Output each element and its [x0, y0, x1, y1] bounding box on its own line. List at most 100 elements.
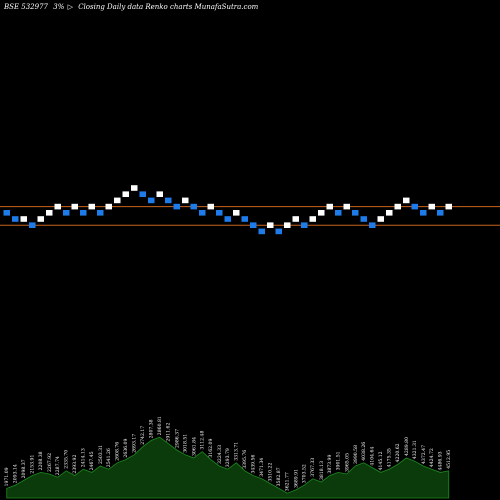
renko-brick-up [428, 203, 435, 210]
renko-brick-up [207, 203, 214, 210]
volume-label: 3313.71 [234, 442, 240, 461]
renko-brick-up [377, 216, 384, 222]
renko-brick-down [437, 210, 444, 216]
volume-label: 4289.80 [404, 437, 410, 456]
volume-area-path [6, 436, 450, 499]
volume-label: 2093.14 [13, 464, 19, 483]
volume-label: 2608.76 [115, 442, 121, 461]
volume-label: 2467.45 [89, 451, 95, 470]
volume-area [6, 436, 450, 499]
volume-label: 2267.92 [47, 453, 53, 472]
change-label: 3% [53, 3, 64, 11]
volume-label: 4175.35 [387, 448, 393, 467]
renko-brick-up [394, 203, 401, 210]
renko-brick-up [54, 203, 61, 210]
volume-label: 3621.77 [285, 472, 291, 491]
volume-label: 2393.92 [72, 455, 78, 474]
volume-label: 2153.91 [30, 455, 36, 474]
renko-brick-up [318, 210, 325, 216]
volume-label: 3965.05 [344, 453, 350, 472]
renko-brick-down [139, 191, 146, 197]
renko-brick-up [182, 197, 189, 204]
renko-brick-down [3, 210, 10, 216]
renko-brick-down [29, 222, 36, 228]
volume-label: 4372.47 [421, 445, 427, 464]
volume-label: 3582.87 [276, 467, 282, 486]
volume-label: 2986.37 [174, 429, 180, 448]
volume-label: 3767.33 [310, 458, 316, 477]
renko-brick-down [335, 210, 342, 216]
volume-label: 2860.81 [157, 416, 163, 435]
renko-brick-down [241, 216, 248, 222]
renko-brick-up [131, 185, 138, 191]
renko-brick-up [114, 197, 121, 204]
renko-brick-down [301, 222, 308, 228]
renko-brick-down [97, 210, 104, 216]
volume-label: 3510.22 [268, 463, 274, 482]
renko-bricks [3, 185, 452, 235]
chart-title: BSE 532977 3% ▷ Closing Daily data Renko… [3, 3, 259, 11]
renko-brick-down [258, 228, 265, 235]
renko-brick-down [275, 228, 282, 235]
volume-label: 4038.26 [361, 442, 367, 461]
volume-label: 2287.74 [55, 456, 61, 475]
volume-label: 3703.52 [302, 464, 308, 483]
volume-label: 1971.09 [4, 467, 10, 486]
renko-brick-up [343, 203, 350, 210]
renko-brick-up [403, 197, 410, 204]
volume-label: 3018.51 [183, 434, 189, 453]
renko-brick-down [190, 203, 197, 210]
renko-brick-down [360, 216, 367, 222]
volume-label: 2807.38 [149, 419, 155, 438]
volume-label: 2208.38 [38, 451, 44, 470]
volume-label: 3224.33 [217, 445, 223, 464]
renko-brick-down [420, 210, 427, 216]
volume-label: 4145.12 [378, 451, 384, 470]
volume-label: 2414.13 [81, 448, 87, 467]
renko-brick-up [156, 191, 163, 197]
volume-label: 4512.95 [446, 450, 452, 469]
volume-labels: 1971.09 2093.14 2098.37 2153.91 2208.38 2267.… [4, 416, 452, 491]
volume-label: 2693.17 [132, 434, 138, 453]
renko-brick-down [352, 210, 359, 216]
volume-label: 2098.37 [21, 459, 27, 478]
renko-brick-up [71, 203, 78, 210]
renko-brick-down [250, 222, 257, 228]
volume-label: 3990.58 [353, 445, 359, 464]
renko-brick-up [105, 203, 112, 210]
volume-label: 3162.09 [208, 439, 214, 458]
renko-brick-up [284, 222, 291, 228]
renko-brick-up [46, 210, 53, 216]
volume-label: 2636.09 [123, 439, 129, 458]
renko-brick-down [199, 210, 206, 216]
renko-brick-down [369, 222, 376, 228]
volume-label: 3471.34 [259, 458, 265, 477]
volume-label: 2541.26 [106, 448, 112, 467]
volume-label: 3395.76 [242, 450, 248, 469]
volume-label: 3061.84 [191, 437, 197, 456]
renko-brick-down [12, 216, 19, 222]
renko-brick-up [292, 216, 299, 222]
renko-brick-up [386, 210, 393, 216]
symbol-label: BSE 532977 [3, 3, 49, 11]
renko-brick-up [326, 203, 333, 210]
renko-brick-down [165, 197, 172, 204]
renko-brick-down [80, 210, 87, 216]
renko-brick-down [148, 197, 155, 204]
volume-label: 2911.62 [166, 423, 172, 442]
renko-brick-down [224, 216, 231, 222]
arrow-icon: ▷ [68, 3, 74, 11]
volume-label: 2335.70 [64, 450, 70, 469]
renko-brick-down [216, 210, 223, 216]
renko-brick-up [267, 222, 274, 228]
volume-label: 3439.56 [251, 455, 257, 474]
volume-label: 4424.72 [429, 448, 435, 467]
renko-brick-down [411, 203, 418, 210]
volume-label: 2742.17 [140, 426, 146, 445]
renko-brick-up [122, 191, 129, 197]
renko-brick-up [233, 210, 240, 216]
volume-label: 3293.79 [225, 448, 231, 467]
